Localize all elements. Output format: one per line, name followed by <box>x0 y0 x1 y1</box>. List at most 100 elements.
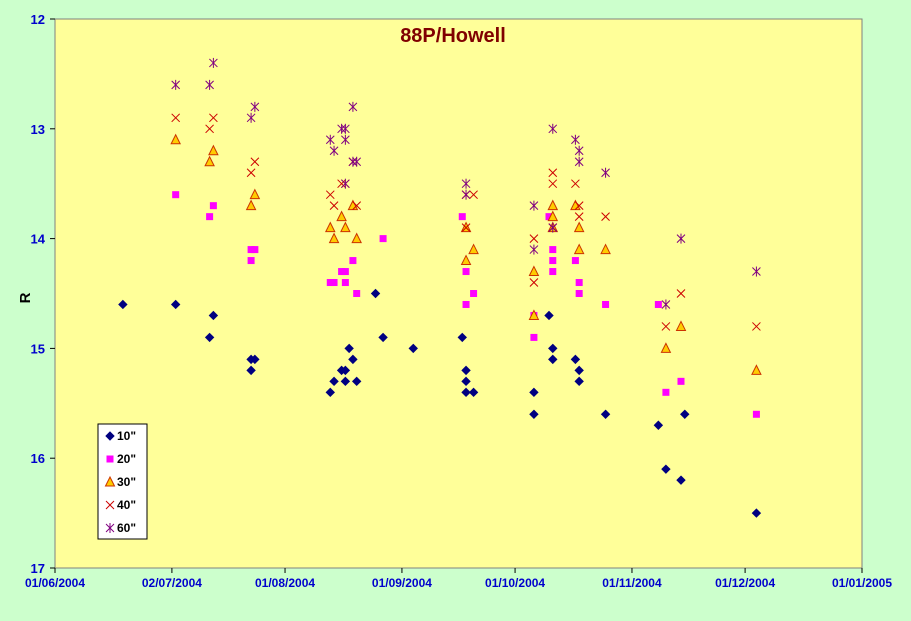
data-point-60in <box>341 178 350 189</box>
data-point-10in <box>457 332 467 343</box>
data-point-10in <box>548 354 558 365</box>
data-point-30in <box>573 243 585 255</box>
legend-marker-60in <box>105 523 115 533</box>
data-point-30in <box>460 254 472 266</box>
data-point-10in <box>751 508 762 518</box>
data-point-20in <box>349 257 357 265</box>
data-point-20in <box>530 333 538 341</box>
data-point-20in <box>206 213 214 221</box>
data-point-10in <box>250 354 260 365</box>
data-point-30in <box>573 221 585 233</box>
data-point-20in <box>575 279 583 287</box>
data-point-30in <box>528 265 540 277</box>
data-point-10in <box>118 299 128 310</box>
legend-label: 10" <box>117 429 136 443</box>
data-point-40in <box>469 190 478 200</box>
data-point-60in <box>209 57 218 68</box>
data-point-60in <box>341 134 350 145</box>
data-point-10in <box>461 376 471 387</box>
x-tick-label: 01/01/2005 <box>832 576 892 590</box>
data-point-30in <box>340 221 351 233</box>
data-point-60in <box>529 244 539 255</box>
data-point-20in <box>341 279 349 287</box>
data-point-40in <box>325 190 335 200</box>
legend-marker-30in <box>104 475 116 487</box>
data-point-10in <box>600 409 611 419</box>
legend-label: 40" <box>117 498 136 512</box>
data-point-30in <box>249 188 261 200</box>
data-point-10in <box>574 365 584 376</box>
x-tick-label: 01/12/2004 <box>715 576 775 590</box>
data-point-10in <box>208 310 219 321</box>
y-tick-label: 13 <box>31 122 45 137</box>
x-axis: 01/06/2004 02/07/2004 01/08/2004 01/09/2004… <box>25 568 892 590</box>
data-point-40in <box>529 278 539 287</box>
data-point-10in <box>548 343 558 354</box>
data-point-40in <box>548 168 558 178</box>
data-point-10in <box>461 365 471 376</box>
data-point-60in <box>250 101 260 112</box>
data-point-10in <box>544 310 554 321</box>
data-point-60in <box>548 222 558 233</box>
data-point-10in <box>170 299 181 310</box>
data-point-10in <box>653 420 664 430</box>
data-point-20in <box>575 290 583 297</box>
data-point-20in <box>549 257 557 265</box>
data-points <box>118 57 762 518</box>
data-point-30in <box>675 320 687 331</box>
data-point-60in <box>246 112 256 123</box>
data-point-30in <box>547 199 559 211</box>
data-point-40in <box>752 322 761 331</box>
data-point-60in <box>461 189 471 200</box>
data-point-20in <box>549 246 557 254</box>
y-tick-label: 12 <box>31 12 45 27</box>
data-point-20in <box>602 300 610 308</box>
legend: 10" 20" 30" 40" 60" <box>97 423 148 540</box>
data-point-10in <box>204 332 215 343</box>
y-tick-label: 14 <box>31 232 46 247</box>
data-point-20in <box>654 300 662 308</box>
data-point-10in <box>680 409 690 419</box>
y-tick-label: 15 <box>31 341 45 356</box>
data-point-40in <box>209 113 218 123</box>
data-point-30in <box>336 210 347 222</box>
data-point-60in <box>329 145 339 156</box>
data-point-20in <box>172 191 180 199</box>
data-point-30in <box>751 364 762 375</box>
data-point-40in <box>548 179 558 189</box>
data-point-60in <box>574 156 584 167</box>
data-point-40in <box>352 201 362 211</box>
data-point-40in <box>601 212 610 221</box>
data-point-60in <box>752 266 761 277</box>
data-point-20in <box>341 268 349 276</box>
data-point-20in <box>247 246 255 254</box>
data-point-10in <box>325 387 335 398</box>
data-point-40in <box>461 223 471 232</box>
data-point-10in <box>529 387 539 398</box>
data-point-60in <box>661 299 671 310</box>
data-point-10in <box>370 288 381 299</box>
data-point-10in <box>468 387 479 398</box>
data-point-60in <box>325 134 335 145</box>
legend-label: 30" <box>117 475 136 489</box>
data-point-40in <box>246 168 256 178</box>
data-point-60in <box>676 233 686 244</box>
legend-label: 60" <box>117 521 136 535</box>
data-point-30in <box>660 342 672 353</box>
legend-marker-40in <box>105 500 115 510</box>
data-point-30in <box>208 144 219 156</box>
data-point-30in <box>170 133 181 145</box>
data-point-20in <box>247 257 255 265</box>
x-tick-label: 01/11/2004 <box>602 576 662 590</box>
data-point-20in <box>379 235 387 243</box>
legend-marker-10in <box>105 431 115 441</box>
data-point-10in <box>348 354 358 365</box>
data-point-60in <box>601 167 610 178</box>
data-point-60in <box>529 200 539 211</box>
data-point-20in <box>462 300 470 308</box>
y-tick-label: 17 <box>31 561 45 576</box>
data-point-20in <box>251 246 259 254</box>
data-point-30in <box>204 155 215 167</box>
data-point-20in <box>571 257 579 265</box>
data-point-20in <box>353 290 361 297</box>
